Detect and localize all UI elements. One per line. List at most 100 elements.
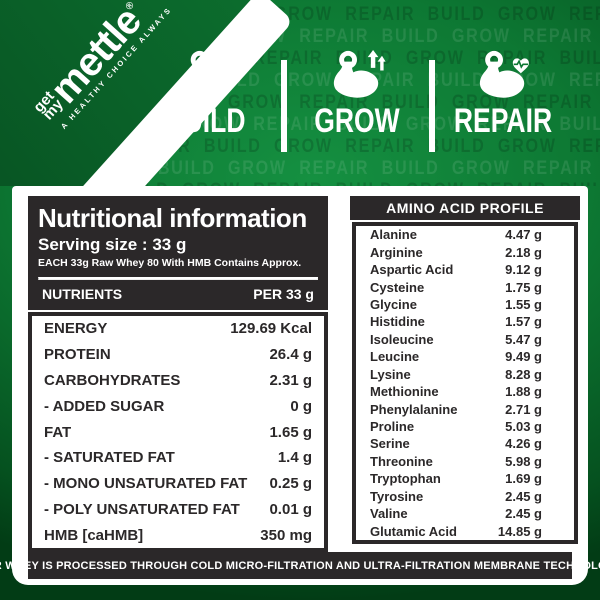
amino-label: Leucine (370, 349, 420, 365)
nutrition-column-headers: NUTRIENTS PER 33 g (38, 280, 318, 310)
nutrient-label: ENERGY (44, 320, 108, 338)
amino-value: 1.57 g (505, 314, 542, 330)
information-panel: Nutritional information Serving size : 3… (0, 186, 600, 585)
amino-row: Alanine 4.47 g (356, 226, 574, 243)
bicep-arrows-icon (333, 50, 386, 98)
amino-value: 1.55 g (505, 296, 542, 312)
amino-row: Aspartic Acid 9.12 g (356, 261, 574, 278)
amino-value: 9.12 g (505, 262, 542, 278)
amino-title: AMINO ACID PROFILE (350, 196, 580, 220)
amino-label: Threonine (370, 453, 433, 469)
col-per-33g: PER 33 g (253, 286, 314, 302)
nutrition-section: Nutritional information Serving size : 3… (28, 196, 328, 553)
nutrient-label: - SATURATED FAT (44, 449, 175, 467)
amino-row: Cysteine 1.75 g (356, 278, 574, 295)
serving-note: EACH 33g Raw Whey 80 With HMB Contains A… (38, 257, 302, 269)
amino-label: Alanine (370, 227, 417, 243)
amino-value: 9.49 g (505, 349, 542, 365)
nutrient-value: 0 g (290, 397, 312, 415)
nutrient-value: 26.4 g (269, 346, 312, 364)
nutrition-header: Nutritional information Serving size : 3… (28, 196, 328, 310)
top-banner: BUILD GROW REPAIR BUILD GROW REPAIR BUIL… (0, 0, 600, 186)
amino-value: 2.45 g (505, 506, 542, 522)
amino-value: 2.71 g (505, 401, 542, 417)
amino-section: AMINO ACID PROFILE Alanine 4.47 g Argini… (350, 196, 580, 544)
nutrition-table: ENERGY 129.69 Kcal PROTEIN 26.4 g CARBOH… (28, 312, 328, 553)
nutrition-row: - MONO UNSATURATED FAT 0.25 g (32, 471, 324, 497)
nutrient-value: 0.25 g (269, 475, 312, 493)
amino-value: 2.45 g (505, 488, 542, 504)
nutrient-label: - ADDED SUGAR (44, 397, 165, 415)
amino-value: 8.28 g (505, 366, 542, 382)
amino-label: Lysine (370, 366, 411, 382)
amino-row: Serine 4.26 g (356, 435, 574, 452)
amino-label: Proline (370, 419, 415, 435)
nutrition-row: - SATURATED FAT 1.4 g (32, 445, 324, 471)
amino-row: Valine 2.45 g (356, 505, 574, 522)
pillar-build: BUILD (139, 50, 271, 140)
amino-label: Aspartic Acid (370, 262, 454, 278)
nutrient-value: 1.65 g (269, 423, 312, 441)
nutrition-row: HMB [caHMB] 350 mg (32, 522, 324, 548)
nutrition-title: Nutritional information (38, 203, 307, 233)
amino-value: 2.18 g (505, 244, 542, 260)
amino-row: Proline 5.03 g (356, 418, 574, 435)
amino-label: Histidine (370, 314, 425, 330)
nutrition-row: PROTEIN 26.4 g (32, 342, 324, 368)
amino-row: Phenylalanine 2.71 g (356, 400, 574, 417)
amino-label: Methionine (370, 384, 439, 400)
nutrient-value: 350 mg (260, 526, 312, 544)
nutrition-row: FAT 1.65 g (32, 419, 324, 445)
pillar-divider (281, 60, 287, 152)
amino-row: Lysine 8.28 g (356, 366, 574, 383)
pillar-divider (429, 60, 435, 152)
amino-row: Tryptophan 1.69 g (356, 470, 574, 487)
amino-label: Tyrosine (370, 488, 424, 504)
amino-row: Tyrosine 2.45 g (356, 488, 574, 505)
amino-value: 14.85 g (497, 523, 542, 539)
amino-row: Threonine 5.98 g (356, 453, 574, 470)
amino-label: Phenylalanine (370, 401, 458, 417)
nutrient-value: 1.4 g (277, 449, 312, 467)
nutrition-row: CARBOHYDRATES 2.31 g (32, 368, 324, 394)
nutrient-value: 129.69 Kcal (230, 320, 312, 338)
pillar-grow: GROW (291, 50, 423, 140)
serving-size: Serving size : 33 g (38, 235, 187, 254)
amino-value: 5.98 g (505, 453, 542, 469)
nutrient-label: FAT (44, 423, 72, 441)
pillar-repair: REPAIR (437, 50, 569, 140)
nutrient-label: - MONO UNSATURATED FAT (44, 475, 248, 493)
amino-value: 5.47 g (505, 331, 542, 347)
nutrition-row: - ADDED SUGAR 0 g (32, 393, 324, 419)
nutrition-row: ENERGY 129.69 Kcal (32, 316, 324, 342)
nutrient-value: 0.01 g (269, 500, 312, 518)
amino-label: Cysteine (370, 279, 425, 295)
amino-value: 1.69 g (505, 471, 542, 487)
nutrition-row: - POLY UNSATURATED FAT 0.01 g (32, 497, 324, 523)
amino-row: Glutamic Acid 14.85 g (356, 522, 574, 539)
amino-table: Alanine 4.47 g Arginine 2.18 g Aspartic … (352, 222, 578, 544)
bicep-heart-icon (479, 50, 529, 98)
amino-row: Glycine 1.55 g (356, 296, 574, 313)
amino-label: Isoleucine (370, 331, 434, 347)
amino-row: Isoleucine 5.47 g (356, 331, 574, 348)
amino-value: 1.88 g (505, 384, 542, 400)
nutrient-label: - POLY UNSATURATED FAT (44, 500, 240, 518)
bicep-dumbbell-icon (185, 50, 230, 98)
amino-row: Arginine 2.18 g (356, 243, 574, 260)
amino-label: Glycine (370, 296, 417, 312)
amino-value: 4.47 g (505, 227, 542, 243)
amino-value: 1.75 g (505, 279, 542, 295)
amino-label: Valine (370, 506, 408, 522)
header-separator (38, 277, 318, 280)
col-nutrients: NUTRIENTS (42, 286, 123, 302)
nutrient-label: HMB [caHMB] (44, 526, 144, 544)
amino-label: Glutamic Acid (370, 523, 457, 539)
amino-value: 5.03 g (505, 419, 542, 435)
amino-row: Leucine 9.49 g (356, 348, 574, 365)
amino-value: 4.26 g (505, 436, 542, 452)
amino-label: Serine (370, 436, 410, 452)
nutrient-label: CARBOHYDRATES (44, 371, 181, 389)
pillar-build-label: BUILD (164, 102, 246, 140)
